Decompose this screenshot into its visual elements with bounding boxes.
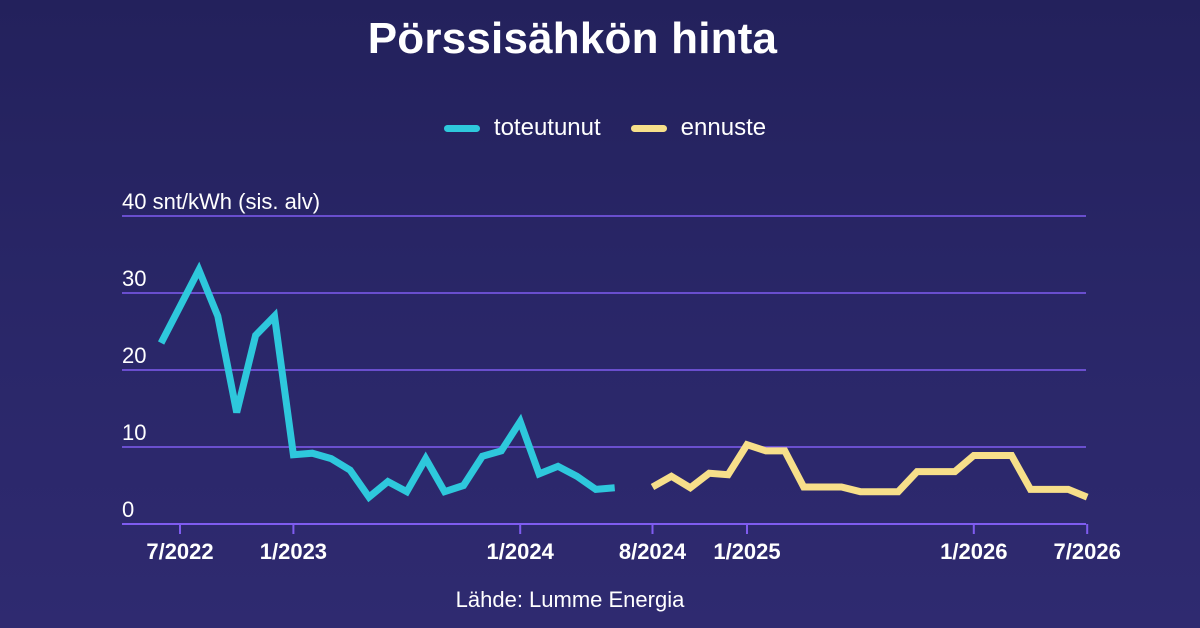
y-tick-label-20: 20	[122, 343, 146, 368]
x-tick-label-2: 1/2024	[487, 539, 555, 564]
x-tick-label-4: 1/2025	[713, 539, 780, 564]
legend-label-actual: toteutunut	[493, 114, 601, 141]
legend-item-forecast: ennuste	[630, 114, 767, 142]
legend: toteutunut ennuste	[0, 114, 1200, 142]
y-tick-label-40: 40 snt/kWh (sis. alv)	[122, 189, 320, 214]
legend-swatch-actual	[443, 124, 480, 132]
y-tick-label-30: 30	[122, 266, 146, 291]
chart-title: Pörssisähkön hinta	[367, 14, 778, 63]
series-line-ennuste	[650, 440, 1089, 501]
x-tick-label-1: 1/2023	[260, 539, 327, 564]
x-tick-label-6: 7/2026	[1054, 539, 1121, 564]
source-note: Lähde: Lumme Energia	[455, 587, 685, 612]
legend-label-forecast: ennuste	[680, 114, 767, 141]
series-line-toteutunut	[157, 261, 615, 503]
x-tick-label-0: 7/2022	[146, 539, 213, 564]
legend-swatch-forecast	[630, 124, 667, 132]
legend-item-actual: toteutunut	[443, 114, 601, 142]
x-tick-label-5: 1/2026	[940, 539, 1007, 564]
y-tick-label-10: 10	[122, 420, 146, 445]
y-tick-label-0: 0	[122, 497, 134, 522]
x-tick-label-3: 8/2024	[619, 539, 687, 564]
